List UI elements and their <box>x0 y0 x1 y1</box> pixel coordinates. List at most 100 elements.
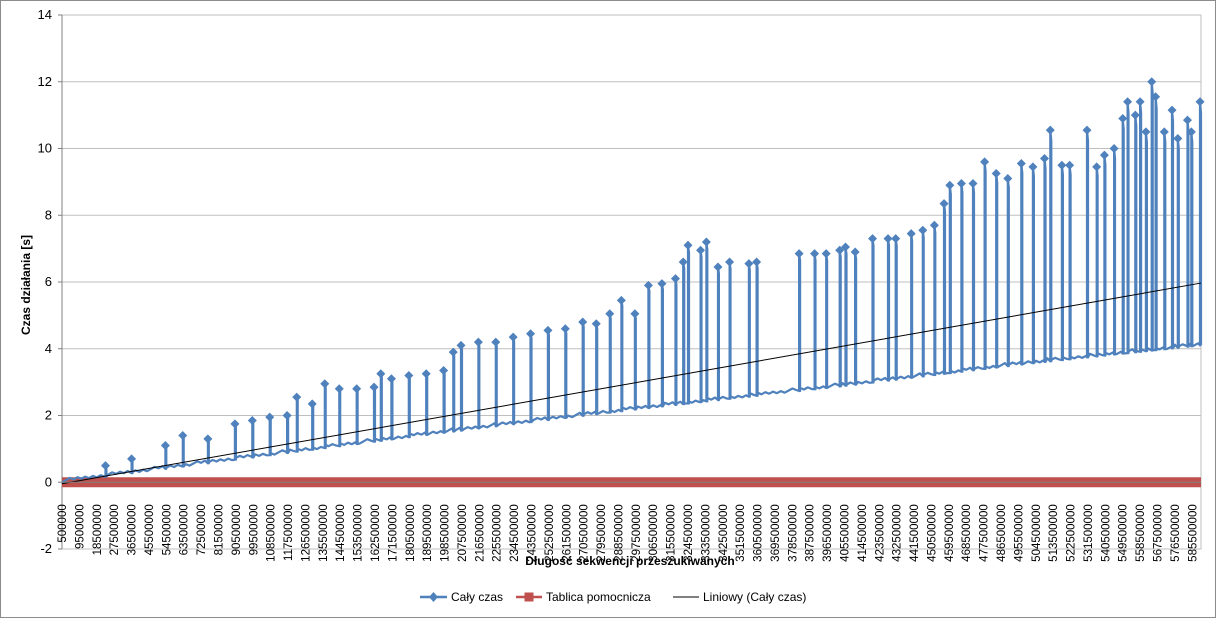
data-point <box>980 157 990 167</box>
data-point <box>1082 125 1092 135</box>
x-tick-label: 234500000 <box>509 504 521 562</box>
data-point <box>906 229 916 239</box>
data-point <box>1039 154 1049 164</box>
data-point <box>696 245 706 255</box>
data-point <box>850 247 860 257</box>
data-point <box>230 419 240 429</box>
x-axis-title: Długość sekwencji przeszukiwanych <box>525 554 734 568</box>
data-point <box>265 412 275 422</box>
data-point <box>334 384 344 394</box>
legend-marker-caly-czas <box>429 592 438 602</box>
x-tick-label: 495500000 <box>1013 504 1025 562</box>
data-point <box>945 180 955 190</box>
data-point <box>247 416 257 426</box>
x-tick-label: 189500000 <box>422 504 434 562</box>
x-tick-label: 117500000 <box>283 504 295 561</box>
x-tick-label: 270500000 <box>579 504 591 562</box>
y-tick-label: 0 <box>45 474 52 489</box>
data-point <box>473 337 483 347</box>
data-point <box>292 392 302 402</box>
data-point <box>1159 127 1169 137</box>
x-tick-label: 324500000 <box>683 504 695 562</box>
legend: Cały czas Tablica pomocnicza Liniowy (Ca… <box>420 590 806 604</box>
x-tick-label: 333500000 <box>700 504 712 562</box>
data-point <box>352 384 362 394</box>
x-tick-label: 558500000 <box>1135 504 1147 562</box>
data-point <box>320 379 330 389</box>
data-point <box>1028 162 1038 172</box>
x-tick-label: 504500000 <box>1031 504 1043 562</box>
data-point <box>810 249 820 259</box>
x-tick-label: 306500000 <box>648 504 660 562</box>
x-tick-label: 207500000 <box>457 504 469 562</box>
data-point <box>1195 97 1205 107</box>
x-tick-label: 531500000 <box>1083 504 1095 562</box>
x-tick-label: 72500000 <box>196 504 208 555</box>
x-tick-label: 387500000 <box>805 504 817 562</box>
data-point <box>1118 113 1128 123</box>
data-point <box>1182 115 1192 125</box>
x-tick-label: 315500000 <box>666 504 678 562</box>
data-point <box>448 347 458 357</box>
x-tick-label: 360500000 <box>753 504 765 562</box>
data-point <box>956 179 966 189</box>
data-point <box>560 324 570 334</box>
x-tick-label: 54500000 <box>161 504 173 555</box>
data-point <box>376 369 386 379</box>
y-tick-label: 2 <box>45 408 52 423</box>
data-point <box>543 325 553 335</box>
x-tick-label: 576500000 <box>1170 504 1182 562</box>
data-point <box>591 319 601 329</box>
x-tick-label: 378500000 <box>787 504 799 562</box>
x-tick-label: 225500000 <box>492 504 504 562</box>
data-point <box>929 220 939 230</box>
x-tick-label: 180500000 <box>405 504 417 562</box>
data-point <box>835 245 845 255</box>
data-point <box>578 317 588 327</box>
x-tick-label: 153500000 <box>353 504 365 562</box>
x-tick-label: 45500000 <box>144 504 156 555</box>
x-tick-label: 261500000 <box>561 504 573 562</box>
data-point <box>526 329 536 339</box>
data-point <box>1123 97 1133 107</box>
x-axis: 500000 9500000 18500000 27500000 36500000 455… <box>57 481 1201 562</box>
x-tick-label: 500000 <box>57 504 69 542</box>
data-point <box>439 365 449 375</box>
data-point <box>683 240 693 250</box>
data-point <box>868 234 878 244</box>
data-point <box>968 179 978 189</box>
y-tick-label: 6 <box>45 274 52 289</box>
data-point <box>160 441 170 451</box>
data-point <box>178 431 188 441</box>
x-tick-label: 369500000 <box>770 504 782 562</box>
x-tick-label: 198500000 <box>440 504 452 562</box>
data-point <box>1092 162 1102 172</box>
data-point <box>725 257 735 267</box>
x-tick-label: 108500000 <box>266 504 278 562</box>
data-point <box>1130 110 1140 120</box>
data-point <box>1167 105 1177 115</box>
x-tick-label: 279500000 <box>596 504 608 562</box>
data-point <box>1173 133 1183 143</box>
x-tick-label: 522500000 <box>1066 504 1078 562</box>
data-point <box>386 374 396 384</box>
x-tick-label: 216500000 <box>474 504 486 562</box>
x-tick-label: 441500000 <box>909 504 921 562</box>
data-point <box>891 234 901 244</box>
gridlines <box>61 14 1202 550</box>
legend-label-caly-czas: Cały czas <box>451 590 503 604</box>
data-point <box>1135 97 1145 107</box>
data-point <box>670 274 680 284</box>
data-point <box>616 295 626 305</box>
legend-label-trendline: Liniowy (Cały czas) <box>703 590 806 604</box>
x-tick-label: 135500000 <box>318 504 330 562</box>
y-tick-label: 10 <box>38 141 52 156</box>
data-point <box>369 382 379 392</box>
data-point <box>1016 159 1026 169</box>
x-tick-label: 243500000 <box>527 504 539 562</box>
series-trendline <box>61 282 1202 485</box>
data-point <box>883 234 893 244</box>
x-tick-label: 585500000 <box>1187 504 1199 562</box>
